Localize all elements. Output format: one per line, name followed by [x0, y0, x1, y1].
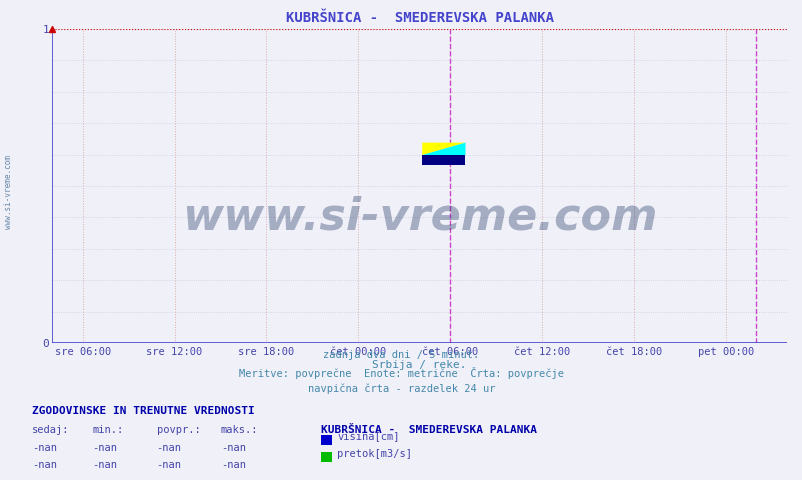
Text: povpr.:: povpr.: — [156, 425, 200, 435]
Text: -nan: -nan — [92, 460, 117, 470]
Text: -nan: -nan — [156, 460, 181, 470]
Text: Meritve: povprečne  Enote: metrične  Črta: povprečje: Meritve: povprečne Enote: metrične Črta:… — [239, 367, 563, 379]
Text: KUBRŠNICA -  SMEDEREVSKA PALANKA: KUBRŠNICA - SMEDEREVSKA PALANKA — [321, 425, 537, 435]
Text: -nan: -nan — [32, 443, 57, 453]
Text: sedaj:: sedaj: — [32, 425, 70, 435]
Text: min.:: min.: — [92, 425, 124, 435]
Text: navpična črta - razdelek 24 ur: navpična črta - razdelek 24 ur — [307, 384, 495, 395]
Text: -nan: -nan — [32, 460, 57, 470]
Text: -nan: -nan — [221, 460, 245, 470]
Text: -nan: -nan — [156, 443, 181, 453]
Text: www.si-vreme.com: www.si-vreme.com — [3, 155, 13, 229]
Polygon shape — [422, 143, 465, 155]
Text: www.si-vreme.com: www.si-vreme.com — [181, 196, 657, 239]
X-axis label: Srbija / reke.: Srbija / reke. — [372, 360, 466, 370]
Text: maks.:: maks.: — [221, 425, 258, 435]
Text: zadnja dva dni / 5 minut.: zadnja dva dni / 5 minut. — [323, 350, 479, 360]
Text: -nan: -nan — [221, 443, 245, 453]
Polygon shape — [422, 143, 465, 155]
Polygon shape — [422, 155, 465, 165]
Text: -nan: -nan — [92, 443, 117, 453]
Text: pretok[m3/s]: pretok[m3/s] — [337, 449, 411, 459]
Text: višina[cm]: višina[cm] — [337, 432, 399, 442]
Title: KUBRŠNICA -  SMEDEREVSKA PALANKA: KUBRŠNICA - SMEDEREVSKA PALANKA — [286, 11, 553, 25]
Text: ZGODOVINSKE IN TRENUTNE VREDNOSTI: ZGODOVINSKE IN TRENUTNE VREDNOSTI — [32, 406, 254, 416]
